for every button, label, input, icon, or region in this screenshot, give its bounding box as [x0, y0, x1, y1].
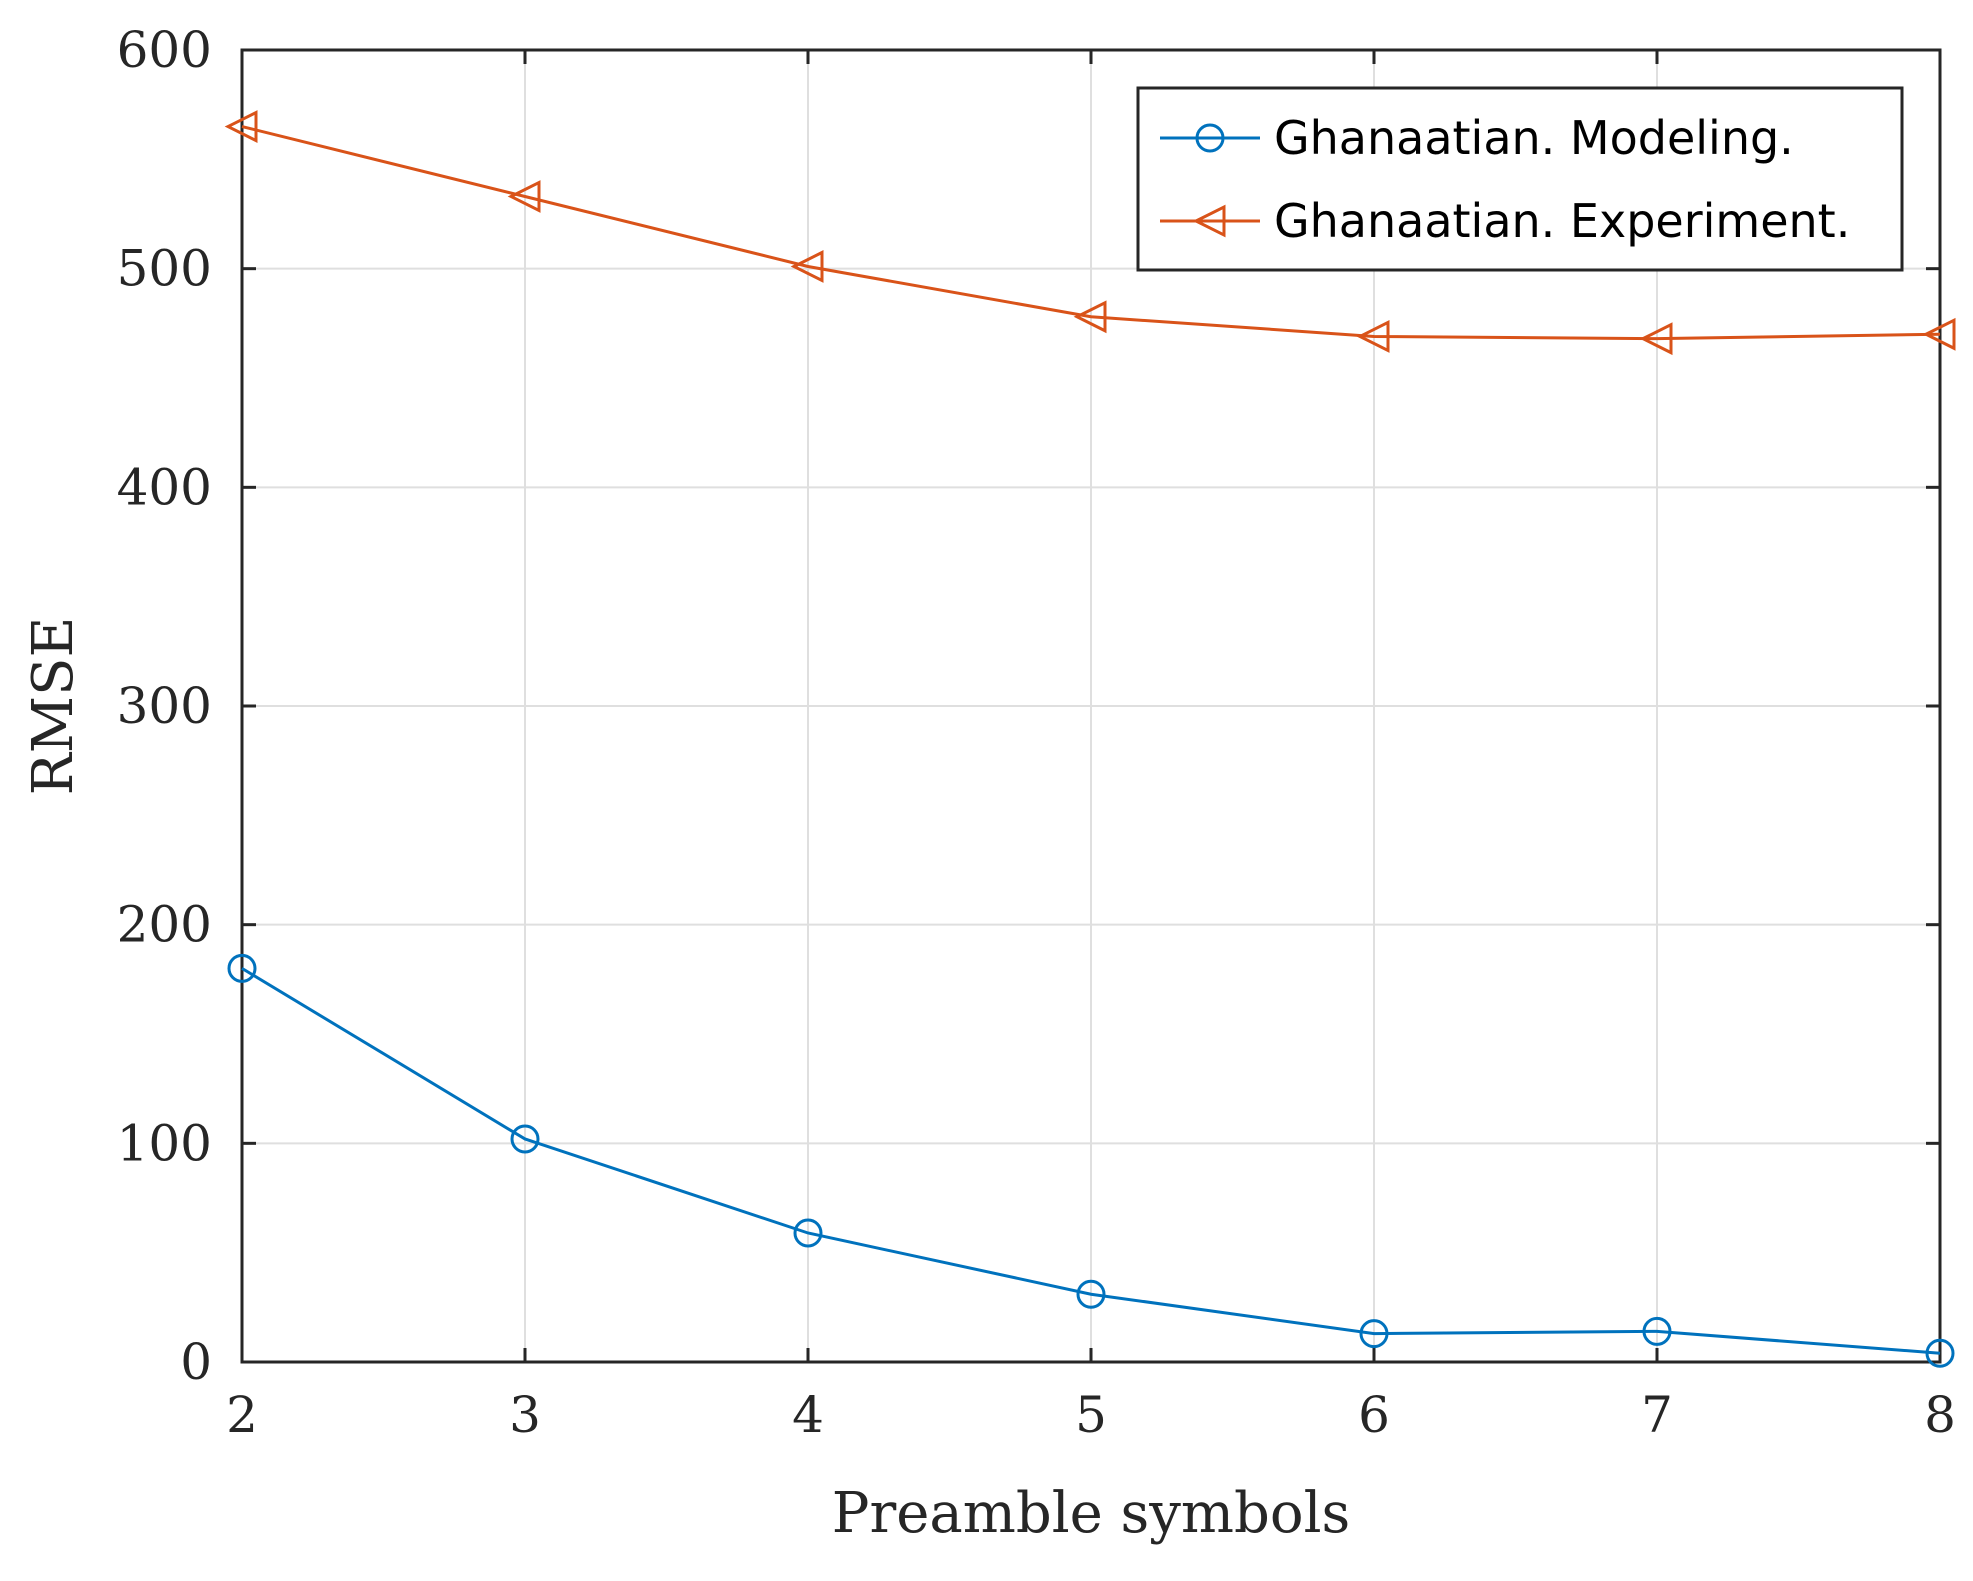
data-point	[1925, 1338, 1955, 1368]
y-tick-label: 200	[117, 896, 212, 954]
data-point	[790, 250, 824, 283]
legend-marker	[1192, 204, 1226, 238]
series-1	[227, 953, 1955, 1368]
data-point	[510, 1124, 540, 1154]
x-tick-label: 2	[226, 1386, 258, 1444]
y-tick-label: 500	[117, 240, 212, 298]
series-line	[241, 125, 1941, 341]
legend-entry: Ghanaatian. Modeling.	[1160, 111, 1794, 165]
axis-ticks: 2 3 4 5 6 7 8 0 100 200 300 400 500 600	[117, 21, 1956, 1444]
x-tick-label: 4	[792, 1386, 824, 1444]
data-point	[227, 953, 257, 983]
legend-label: Ghanaatian. Experiment.	[1274, 194, 1850, 248]
legend-entry: Ghanaatian. Experiment.	[1160, 194, 1850, 248]
x-tick-label: 6	[1358, 1386, 1390, 1444]
y-tick-label: 100	[117, 1114, 212, 1172]
data-point	[1922, 317, 1956, 351]
legend-box	[1136, 86, 1904, 272]
legend-marker	[1195, 123, 1225, 153]
series-layer	[224, 110, 1956, 1368]
data-point	[1073, 300, 1107, 334]
x-axis-title: Preamble symbols	[832, 1481, 1350, 1546]
data-point	[1642, 1316, 1672, 1346]
x-tick-label: 7	[1641, 1386, 1673, 1444]
data-point	[507, 180, 541, 213]
data-point	[224, 110, 258, 143]
legend-label: Ghanaatian. Modeling.	[1274, 111, 1794, 165]
x-tick-label: 5	[1075, 1386, 1107, 1444]
y-tick-label: 600	[117, 21, 212, 79]
x-tick-label: 3	[509, 1386, 541, 1444]
y-axis-title: RMSE	[21, 617, 86, 796]
y-tick-label: 400	[117, 458, 212, 516]
data-point	[793, 1218, 823, 1248]
data-point	[1639, 322, 1673, 356]
data-point	[1359, 1319, 1389, 1349]
series-line	[241, 967, 1941, 1355]
legend-entries: Ghanaatian. Modeling. Ghanaatian. Experim…	[1160, 111, 1850, 248]
y-tick-label: 0	[180, 1333, 212, 1391]
y-tick-label: 300	[117, 677, 212, 735]
series-2	[224, 110, 1956, 356]
data-point	[1356, 320, 1390, 353]
data-point	[1076, 1279, 1106, 1309]
legend: Ghanaatian. Modeling. Ghanaatian. Experim…	[1136, 86, 1904, 272]
x-tick-label: 8	[1924, 1386, 1956, 1444]
